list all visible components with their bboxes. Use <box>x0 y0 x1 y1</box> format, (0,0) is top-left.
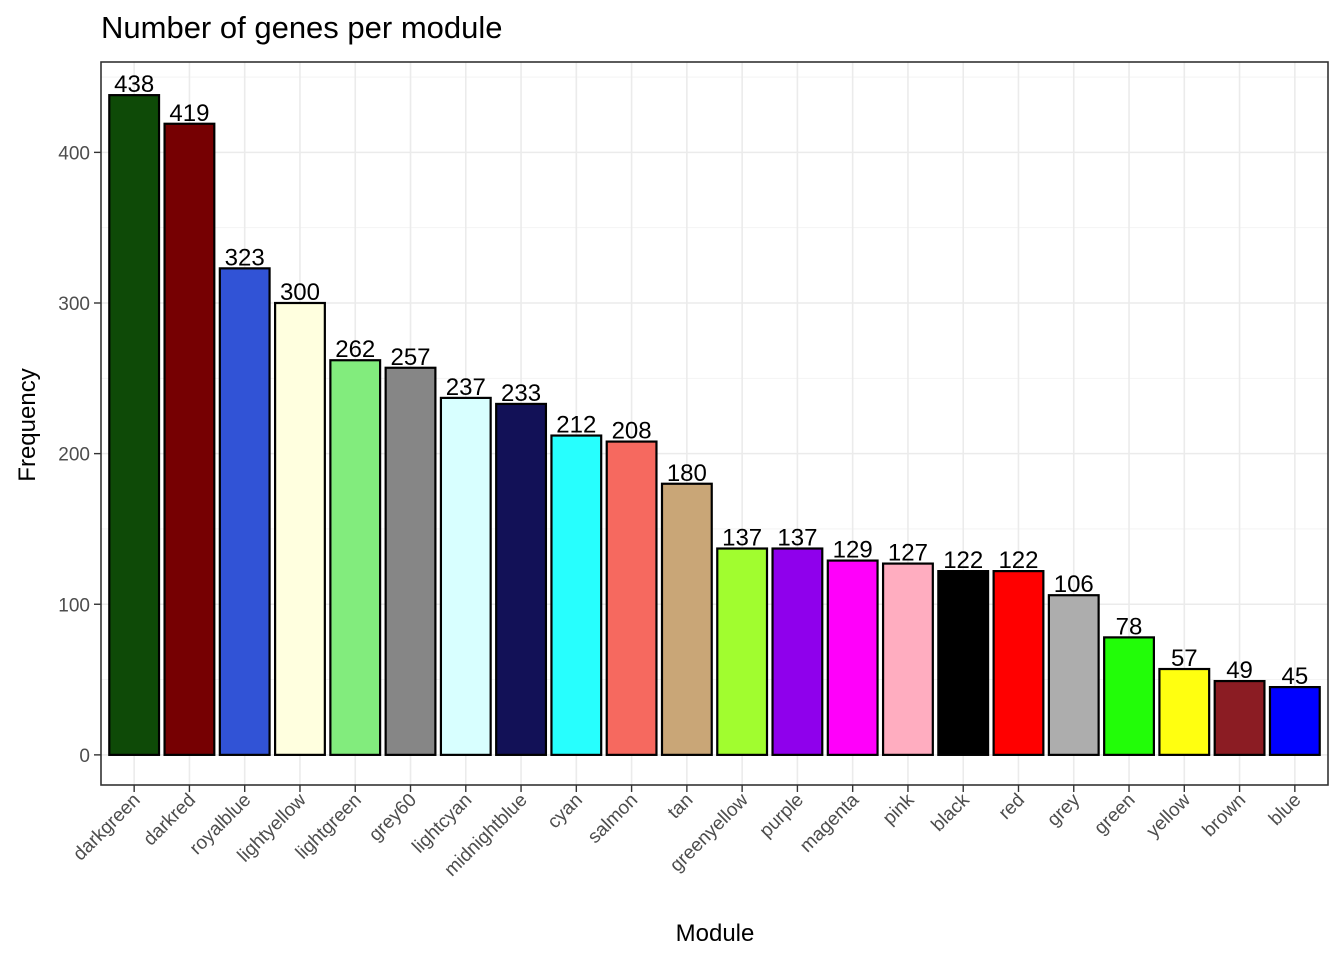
x-axis: darkgreendarkredroyalbluelightyellowligh… <box>69 785 1305 881</box>
y-axis-title: Frequency <box>14 368 41 481</box>
bar-grey <box>1047 594 1100 756</box>
data-label-purple: 137 <box>777 525 817 552</box>
data-label-tan: 180 <box>667 460 707 487</box>
data-label-yellow: 57 <box>1171 645 1198 672</box>
bar-black <box>937 570 990 756</box>
data-label-darkred: 419 <box>169 100 209 127</box>
x-tick-label-darkgreen: darkgreen <box>69 790 144 865</box>
bar-tan <box>660 482 713 756</box>
x-tick-label-green: green <box>1090 790 1139 839</box>
data-label-red: 122 <box>998 547 1038 574</box>
bar-lightyellow <box>274 301 326 756</box>
bar-midnightblue <box>495 402 548 756</box>
panel-border <box>100 61 1329 786</box>
bar-darkred <box>163 122 216 756</box>
x-tick-label-pink: pink <box>879 789 919 829</box>
y-tick-label: 200 <box>58 445 90 466</box>
data-labels: 438 419 323 300 262 257 237 233 212 208 180 137 137 1… <box>114 71 1308 690</box>
bar-purple <box>771 547 824 756</box>
x-tick-label-magenta: magenta <box>796 789 863 856</box>
bar-lightcyan <box>439 396 492 756</box>
data-label-midnightblue: 233 <box>501 380 541 407</box>
y-axis: 0 100 200 300 400 <box>58 143 101 767</box>
bar-magenta <box>826 559 879 756</box>
x-tick-label-tan: tan <box>664 790 698 824</box>
x-tick-label-brown: brown <box>1199 790 1250 841</box>
x-axis-title: Module <box>676 920 755 947</box>
bar-grey60 <box>384 366 437 756</box>
x-tick-label-yellow: yellow <box>1143 789 1195 841</box>
data-label-lightgreen: 262 <box>335 336 375 363</box>
bar-salmon <box>605 440 658 756</box>
x-tick-label-red: red <box>995 790 1029 824</box>
bar-blue <box>1268 685 1321 756</box>
y-tick-label: 300 <box>58 294 90 315</box>
data-label-lightcyan: 237 <box>446 374 486 401</box>
x-tick-label-salmon: salmon <box>584 790 642 848</box>
chart-title: Number of genes per module <box>101 10 503 45</box>
x-tick-label-purple: purple <box>756 790 808 842</box>
data-label-pink: 127 <box>888 540 928 567</box>
bar-pink <box>881 562 934 756</box>
data-label-greenyellow: 137 <box>722 525 762 552</box>
data-label-salmon: 208 <box>612 418 652 445</box>
data-label-royalblue: 323 <box>225 244 265 271</box>
x-tick-label-grey: grey <box>1043 789 1084 830</box>
x-tick-label-blue: blue <box>1265 790 1305 830</box>
data-label-darkgreen: 438 <box>114 71 154 98</box>
y-tick-label: 400 <box>58 143 90 164</box>
bar-greenyellow <box>716 547 769 756</box>
bar-cyan <box>550 434 603 756</box>
x-tick-label-cyan: cyan <box>544 790 587 833</box>
bar-yellow <box>1158 667 1211 756</box>
y-tick-label: 100 <box>58 595 90 616</box>
bar-green <box>1103 636 1155 756</box>
bar-brown <box>1213 679 1266 756</box>
bar-darkgreen <box>108 94 161 756</box>
data-label-lightyellow: 300 <box>280 279 320 306</box>
data-label-blue: 45 <box>1281 663 1308 690</box>
bar-royalblue <box>218 267 271 756</box>
data-label-cyan: 212 <box>556 412 596 439</box>
data-label-grey60: 257 <box>390 344 430 371</box>
bar-red <box>992 570 1045 756</box>
bars <box>108 94 1321 756</box>
data-label-grey: 106 <box>1054 571 1094 598</box>
data-label-magenta: 129 <box>833 537 873 564</box>
y-tick-label: 0 <box>79 746 90 767</box>
x-tick-label-black: black <box>928 789 975 836</box>
bar-lightgreen <box>329 359 382 756</box>
data-label-brown: 49 <box>1226 657 1253 684</box>
data-label-black: 122 <box>943 547 983 574</box>
data-label-green: 78 <box>1116 613 1143 640</box>
